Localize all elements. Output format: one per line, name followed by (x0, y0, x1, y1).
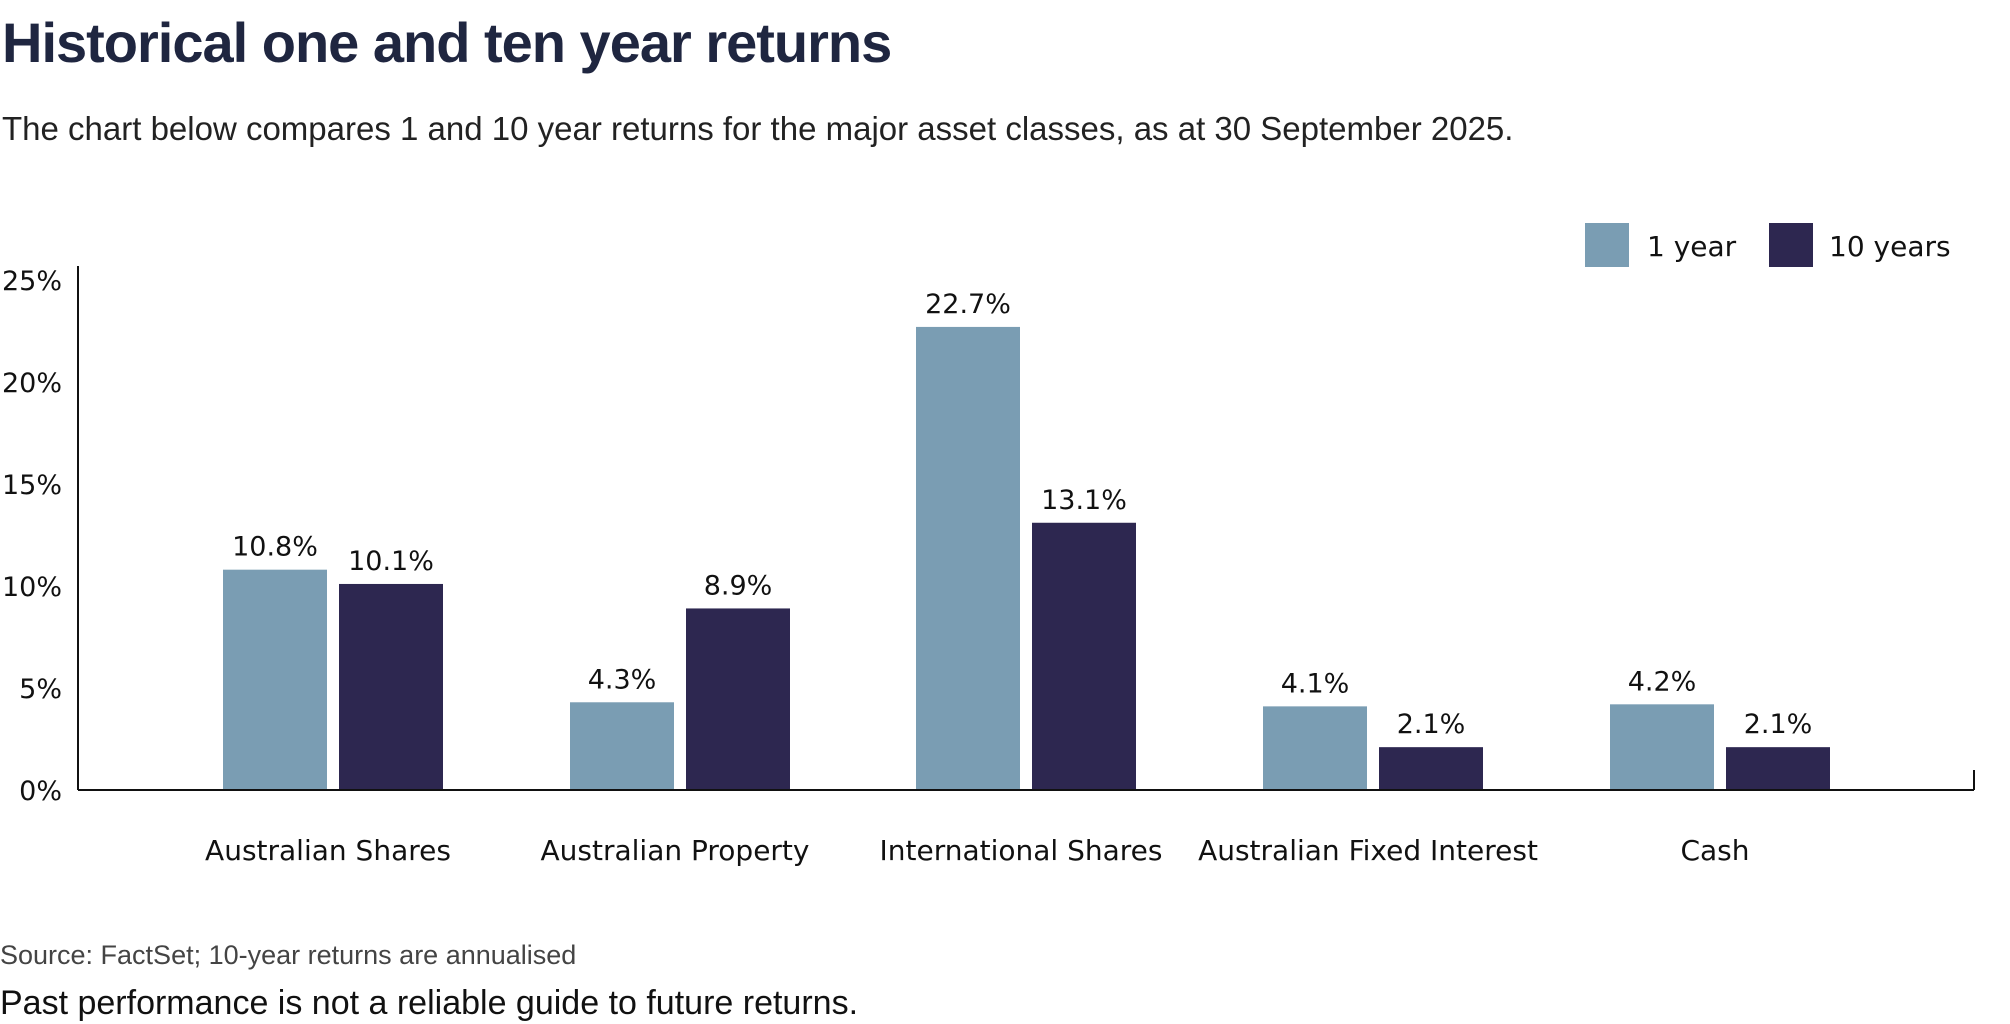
legend-swatch-10-years (1769, 223, 1813, 267)
bar-1-year (916, 326, 1020, 789)
chart-title: Historical one and ten year returns (2, 11, 892, 74)
data-label: 2.1% (1397, 709, 1466, 740)
bar-10-years (1379, 747, 1483, 789)
bar-1-year (1610, 704, 1714, 789)
x-tick-label: Cash (1680, 834, 1749, 867)
y-tick-label: 10% (2, 572, 62, 603)
data-label: 22.7% (925, 289, 1011, 320)
data-label: 4.3% (588, 664, 657, 695)
legend-label: 10 years (1829, 230, 1951, 263)
y-tick-label: 0% (19, 776, 62, 807)
source-note: Source: FactSet; 10-year returns are ann… (0, 940, 577, 970)
data-label: 10.8% (232, 532, 318, 563)
bar-10-years (1032, 522, 1136, 789)
bar-1-year (1263, 706, 1367, 789)
y-tick-label: 5% (19, 674, 62, 705)
data-label: 8.9% (704, 570, 773, 601)
y-tick-label: 15% (2, 470, 62, 501)
x-tick-label: Australian Property (541, 834, 810, 867)
data-label: 10.1% (348, 546, 434, 577)
chart-subtitle: The chart below compares 1 and 10 year r… (2, 110, 1514, 147)
legend-swatch-1-year (1585, 223, 1629, 267)
data-label: 4.1% (1281, 668, 1350, 699)
data-label: 13.1% (1041, 485, 1127, 516)
bar-chart: 0% 5% 10% 15% 20% 25% 10.8% 10.1% Australian Sha… (2, 223, 1975, 867)
disclaimer: Past performance is not a reliable guide… (0, 984, 859, 1022)
bar-10-years (339, 583, 443, 789)
x-tick-label: Australian Shares (205, 834, 451, 867)
y-tick-label: 25% (2, 266, 62, 297)
bar-1-year (570, 702, 674, 789)
data-label: 4.2% (1628, 666, 1697, 697)
y-tick-label: 20% (2, 368, 62, 399)
bar-1-year (223, 569, 327, 789)
data-label: 2.1% (1744, 709, 1813, 740)
legend-label: 1 year (1647, 230, 1737, 263)
x-tick-label: International Shares (880, 834, 1163, 867)
bar-10-years (1726, 747, 1830, 789)
x-tick-label: Australian Fixed Interest (1198, 834, 1538, 867)
bar-10-years (686, 608, 790, 789)
